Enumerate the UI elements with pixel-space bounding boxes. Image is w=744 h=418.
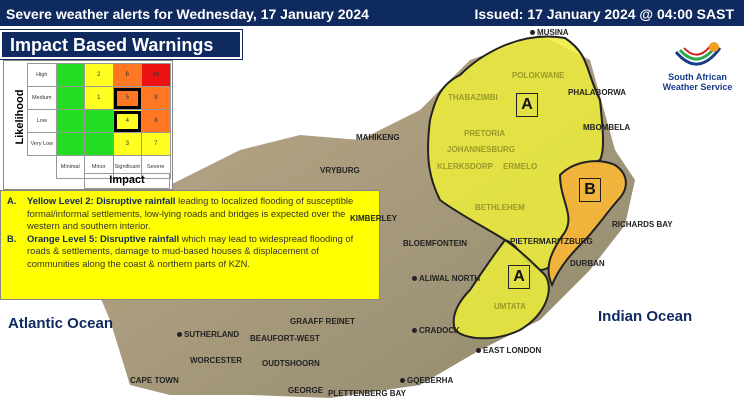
warning-level: Orange Level 5: Disruptive rainfall [27, 232, 180, 244]
matrix-table: High 2 6 10 Medium 1 5 9 Low 4 8 Very Low 3 7 Minimal M… [27, 63, 171, 179]
city-cape-town: CAPE TOWN [130, 376, 179, 385]
city-kimberley: KIMBERLEY [350, 214, 398, 223]
zone-a-label-south: A [508, 265, 530, 289]
likelihood-label: Low [27, 109, 57, 133]
city-pretoria: PRETORIA [464, 129, 506, 138]
city-aliwal-north: ALIWAL NORTH [412, 274, 480, 283]
matrix-cell [55, 63, 85, 87]
matrix-cell: 10 [141, 63, 171, 87]
city-klerksdorp: KLERKSDORP [437, 162, 494, 171]
city-bloemfontein: BLOEMFONTEIN [403, 239, 467, 248]
matrix-row: Very Low 3 7 [27, 132, 171, 156]
header-bar: Severe weather alerts for Wednesday, 17 … [0, 0, 744, 28]
issued-time: Issued: 17 January 2024 @ 04:00 SAST [474, 6, 734, 22]
matrix-cell: 1 [84, 86, 114, 110]
impact-label: Severe [141, 155, 171, 179]
matrix-row: Low 4 8 [27, 109, 171, 133]
logo-line1: South African [668, 72, 727, 82]
matrix-cell: 6 [112, 63, 142, 87]
matrix-row: High 2 6 10 [27, 63, 171, 87]
city-oudtshoorn: OUDTSHOORN [262, 359, 320, 368]
matrix-row: Medium 1 5 9 [27, 86, 171, 110]
warning-text: which may lead to widespread flooding of… [27, 232, 354, 269]
indian-ocean-label: Indian Ocean [598, 308, 693, 325]
city-worcester: WORCESTER [190, 356, 242, 365]
city-johannesburg: JOHANNESBURG [447, 145, 516, 154]
matrix-cell [55, 86, 85, 110]
city-phalaborwa: PHALABORWA [568, 88, 627, 97]
city-richards-bay: RICHARDS BAY [612, 220, 673, 229]
city-vryburg: VRYBURG [320, 166, 360, 175]
likelihood-label: Very Low [27, 132, 57, 156]
city-mbombela: MBOMBELA [583, 123, 631, 132]
warning-key: B. [7, 232, 17, 244]
city-cradock: CRADOCK [412, 326, 460, 335]
matrix-cell: 4 [112, 109, 142, 133]
warning-description-box: A. Yellow Level 2: Disruptive rainfall le… [0, 190, 380, 300]
atlantic-ocean-label: Atlantic Ocean [8, 315, 114, 332]
logo-line2: Weather Service [662, 82, 733, 92]
matrix-cell [55, 132, 85, 156]
likelihood-label: Medium [27, 86, 57, 110]
matrix-cell [55, 109, 85, 133]
city-pietermaritzburg: PIETERMARITZBURG [510, 237, 593, 246]
city-musina: MUSINA [530, 28, 569, 37]
matrix-ylabel: Likelihood [14, 89, 26, 145]
warning-level: Yellow Level 2: Disruptive rainfall [27, 195, 176, 206]
city-bethlehem: BETHLEHEM [475, 203, 525, 212]
saws-logo: South African Weather Service [655, 38, 740, 92]
impact-label: Significant [112, 155, 142, 179]
warning-text: leading to localized flooding of suscept… [27, 195, 354, 231]
impact-label: Minimal [55, 155, 85, 179]
warning-a: A. Yellow Level 2: Disruptive rainfall le… [7, 195, 373, 233]
zone-b [547, 160, 627, 288]
city-beaufort-west: BEAUFORT-WEST [250, 334, 320, 343]
city-plettenberg-bay: PLETTENBERG BAY [328, 389, 406, 398]
city-thabazimbi: THABAZIMBI [448, 93, 498, 102]
matrix-cell: 5 [112, 86, 142, 110]
header-title: Severe weather alerts for Wednesday, 17 … [6, 6, 369, 22]
zone-a-south [452, 238, 550, 340]
city-gqeberha: GQEBERHA [400, 376, 453, 385]
risk-matrix: Likelihood High 2 6 10 Medium 1 5 9 Low 4 8 Very Lo… [3, 60, 173, 190]
matrix-cell [84, 132, 114, 156]
matrix-cell: 8 [141, 109, 171, 133]
matrix-xlabel: Impact [84, 173, 170, 189]
city-mahikeng: MAHIKENG [356, 133, 400, 142]
matrix-cell: 2 [84, 63, 114, 87]
saws-logo-icon [674, 42, 721, 66]
panel-title: Impact Based Warnings [0, 29, 243, 60]
zone-b-label: B [579, 178, 601, 202]
impact-label: Minor [84, 155, 114, 179]
matrix-cell: 7 [141, 132, 171, 156]
city-graaff-reinet: GRAAFF REINET [290, 317, 355, 326]
city-george: GEORGE [288, 386, 324, 395]
city-sutherland: SUTHERLAND [177, 330, 239, 339]
warning-b: B. Orange Level 5: Disruptive rainfall wh… [7, 233, 373, 271]
warning-key: A. [7, 195, 17, 206]
matrix-cell [84, 109, 114, 133]
likelihood-label: High [27, 63, 57, 87]
city-ermelo: ERMELO [503, 162, 538, 171]
matrix-cell: 9 [141, 86, 171, 110]
city-umtata: UMTATA [494, 302, 526, 311]
matrix-cell: 3 [112, 132, 142, 156]
city-durban: DURBAN [570, 259, 605, 268]
city-polokwane: POLOKWANE [512, 71, 565, 80]
city-east-london: EAST LONDON [476, 346, 541, 355]
zone-a-label: A [516, 93, 538, 117]
